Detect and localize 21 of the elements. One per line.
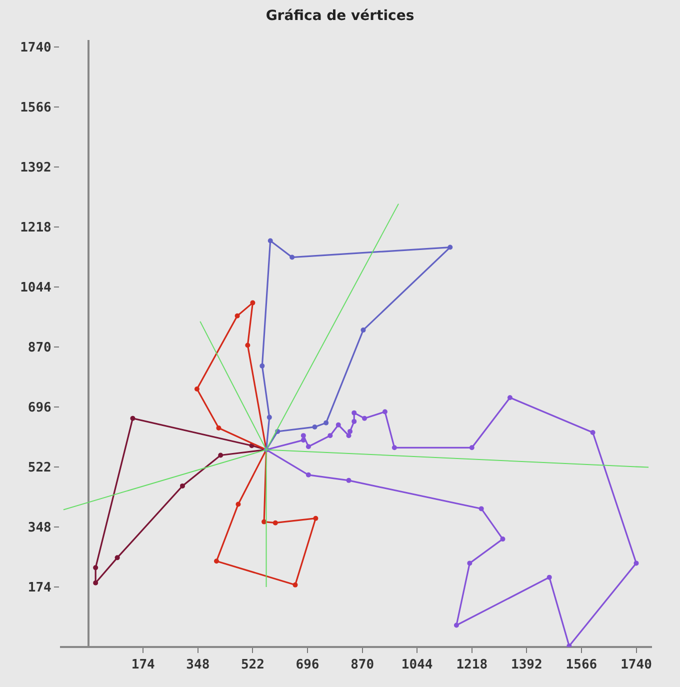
x-tick-label: 696 — [296, 658, 320, 673]
y-tick-label: 1740 — [20, 40, 52, 56]
chart-title: Gráfica de vértices — [266, 8, 414, 24]
y-tick-label: 1392 — [20, 160, 52, 176]
y-tick-label: 522 — [28, 460, 52, 476]
x-tick-label: 1566 — [566, 658, 598, 673]
x-tick-label: 174 — [131, 658, 156, 673]
x-tick-label: 348 — [186, 658, 210, 673]
y-tick-label: 1044 — [20, 280, 52, 296]
x-tick-label: 522 — [240, 658, 264, 673]
x-tick-label: 1218 — [456, 658, 488, 673]
x-tick-label: 1740 — [620, 658, 652, 673]
x-tick-label: 1392 — [511, 658, 542, 673]
y-tick-label: 1218 — [20, 220, 52, 236]
y-tick-label: 1566 — [20, 100, 52, 116]
y-tick-label: 174 — [28, 580, 52, 596]
y-tick-label: 870 — [28, 340, 52, 356]
y-tick-label: 696 — [28, 400, 52, 416]
y-tick-label: 348 — [28, 520, 52, 536]
x-tick-label: 870 — [350, 658, 374, 673]
x-tick-label: 1044 — [401, 658, 433, 673]
